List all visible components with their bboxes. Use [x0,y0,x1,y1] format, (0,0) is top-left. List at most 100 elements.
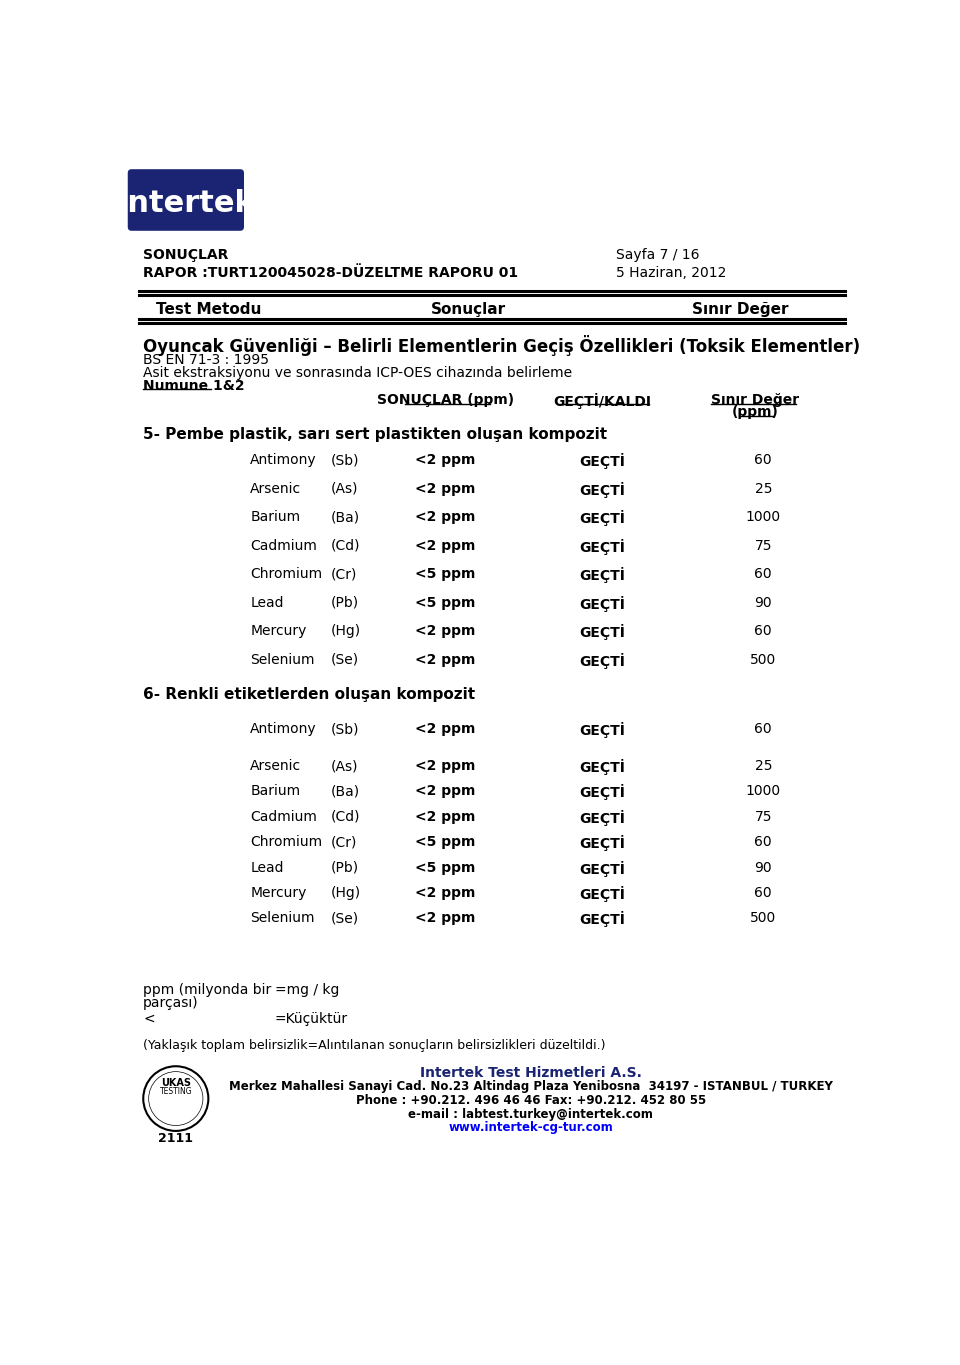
Text: GEÇTİ: GEÇTİ [579,912,625,927]
Text: (Cr): (Cr) [331,568,357,581]
Text: 60: 60 [755,568,772,581]
Text: RAPOR :TURT120045028-DÜZELTME RAPORU 01: RAPOR :TURT120045028-DÜZELTME RAPORU 01 [143,266,518,280]
Text: Test Metodu: Test Metodu [156,303,262,318]
Text: Numune 1&2: Numune 1&2 [143,378,245,393]
Text: Intertek: Intertek [116,188,255,217]
Text: 90: 90 [755,861,772,875]
Text: GEÇTİ: GEÇTİ [579,722,625,738]
Text: 1000: 1000 [746,785,780,799]
Text: Selenium: Selenium [251,652,315,666]
Text: <2 ppm: <2 ppm [416,809,476,824]
Text: 500: 500 [750,652,777,666]
Text: GEÇTİ: GEÇTİ [579,595,625,612]
Text: GEÇTİ: GEÇTİ [579,568,625,583]
Text: 25: 25 [755,759,772,773]
Text: GEÇTİ/KALDI: GEÇTİ/KALDI [553,393,651,409]
Text: UKAS: UKAS [161,1078,191,1088]
Text: (Hg): (Hg) [331,886,361,900]
Text: 60: 60 [755,886,772,900]
Text: (Se): (Se) [331,652,359,666]
Text: 60: 60 [755,453,772,467]
Text: (Ba): (Ba) [331,785,360,799]
Text: GEÇTİ: GEÇTİ [579,759,625,775]
Text: Barium: Barium [251,785,300,799]
Text: <2 ppm: <2 ppm [416,722,476,736]
Text: Sonuçlar: Sonuçlar [431,303,506,318]
Text: GEÇTİ: GEÇTİ [579,886,625,902]
Text: Sınır Değer: Sınır Değer [711,393,800,407]
Text: Cadmium: Cadmium [251,539,317,553]
Text: parçası): parçası) [143,996,199,1010]
Text: GEÇTİ: GEÇTİ [579,511,625,527]
Text: GEÇTİ: GEÇTİ [579,835,625,852]
Text: (Se): (Se) [331,912,359,925]
Text: 90: 90 [755,595,772,610]
Text: Barium: Barium [251,511,300,524]
Text: GEÇTİ: GEÇTİ [579,453,625,470]
Text: (Cd): (Cd) [331,809,360,824]
Text: =Küçüktür: =Küçüktür [275,1011,348,1025]
Text: ppm (milyonda bir: ppm (milyonda bir [143,983,272,996]
Text: (Pb): (Pb) [331,595,359,610]
Text: <2 ppm: <2 ppm [416,482,476,495]
Text: 1000: 1000 [746,511,780,524]
Text: GEÇTİ: GEÇTİ [579,482,625,498]
Text: <: < [143,1011,155,1025]
Text: Antimony: Antimony [251,453,317,467]
Text: <2 ppm: <2 ppm [416,886,476,900]
Text: <5 ppm: <5 ppm [416,595,476,610]
Text: GEÇTİ: GEÇTİ [579,809,625,826]
Text: <2 ppm: <2 ppm [416,785,476,799]
Text: (As): (As) [331,482,358,495]
Text: BS EN 71-3 : 1995: BS EN 71-3 : 1995 [143,354,269,367]
Text: =mg / kg: =mg / kg [275,983,340,996]
Text: (Yaklaşık toplam belirsizlik=Alıntılanan sonuçların belirsizlikleri düzeltildi.): (Yaklaşık toplam belirsizlik=Alıntılanan… [143,1039,606,1051]
Text: Lead: Lead [251,595,284,610]
Text: <5 ppm: <5 ppm [416,568,476,581]
Text: Mercury: Mercury [251,624,306,639]
Text: 500: 500 [750,912,777,925]
Text: GEÇTİ: GEÇTİ [579,652,625,669]
Text: <5 ppm: <5 ppm [416,861,476,875]
Text: SONUÇLAR (ppm): SONUÇLAR (ppm) [377,393,514,407]
Text: 5- Pembe plastik, sarı sert plastikten oluşan kompozit: 5- Pembe plastik, sarı sert plastikten o… [143,427,608,442]
FancyBboxPatch shape [128,169,244,231]
Text: 6- Renkli etiketlerden oluşan kompozit: 6- Renkli etiketlerden oluşan kompozit [143,688,475,703]
Text: SONUÇLAR: SONUÇLAR [143,248,228,262]
Text: (ppm): (ppm) [732,405,779,419]
Text: Selenium: Selenium [251,912,315,925]
Text: Lead: Lead [251,861,284,875]
Text: (Sb): (Sb) [331,722,359,736]
Text: 5 Haziran, 2012: 5 Haziran, 2012 [616,266,727,280]
Text: 75: 75 [755,539,772,553]
Text: <2 ppm: <2 ppm [416,539,476,553]
Text: Chromium: Chromium [251,568,323,581]
Text: <2 ppm: <2 ppm [416,453,476,467]
Text: Sınır Değer: Sınır Değer [692,303,788,318]
Text: Sayfa 7 / 16: Sayfa 7 / 16 [616,248,700,262]
Text: <5 ppm: <5 ppm [416,835,476,849]
Text: Merkez Mahallesi Sanayi Cad. No.23 Altindag Plaza Yenibosna  34197 - ISTANBUL / : Merkez Mahallesi Sanayi Cad. No.23 Altin… [228,1080,832,1093]
Text: 25: 25 [755,482,772,495]
Text: (Hg): (Hg) [331,624,361,639]
Text: Chromium: Chromium [251,835,323,849]
Text: Intertek Test Hizmetleri A.S.: Intertek Test Hizmetleri A.S. [420,1066,641,1080]
Text: GEÇTİ: GEÇTİ [579,624,625,640]
Text: 60: 60 [755,722,772,736]
Text: Phone : +90.212. 496 46 46 Fax: +90.212. 452 80 55: Phone : +90.212. 496 46 46 Fax: +90.212.… [355,1093,706,1107]
Text: <2 ppm: <2 ppm [416,652,476,666]
Text: (Cd): (Cd) [331,539,360,553]
Text: 75: 75 [755,809,772,824]
Text: <2 ppm: <2 ppm [416,912,476,925]
Text: GEÇTİ: GEÇTİ [579,539,625,554]
Text: www.intertek-cg-tur.com: www.intertek-cg-tur.com [448,1121,613,1134]
Text: <2 ppm: <2 ppm [416,511,476,524]
Text: 2111: 2111 [158,1132,193,1145]
Text: Asit ekstraksiyonu ve sonrasında ICP-OES cihazında belirleme: Asit ekstraksiyonu ve sonrasında ICP-OES… [143,366,572,379]
Text: Oyuncak Güvenliği – Belirli Elementlerin Geçiş Özellikleri (Toksik Elementler): Oyuncak Güvenliği – Belirli Elementlerin… [143,334,860,356]
Text: GEÇTİ: GEÇTİ [579,861,625,876]
Text: Cadmium: Cadmium [251,809,317,824]
Text: 60: 60 [755,624,772,639]
Text: e-mail : labtest.turkey@intertek.com: e-mail : labtest.turkey@intertek.com [408,1108,653,1121]
Text: (As): (As) [331,759,358,773]
